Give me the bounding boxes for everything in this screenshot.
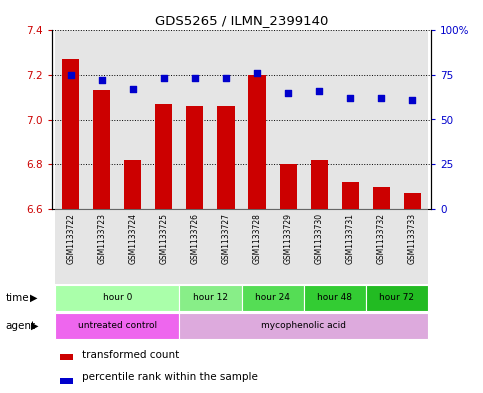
Bar [366, 209, 397, 284]
Title: GDS5265 / ILMN_2399140: GDS5265 / ILMN_2399140 [155, 15, 328, 28]
Bar [397, 209, 428, 284]
Bar [311, 160, 327, 209]
Bar [55, 285, 179, 311]
Text: hour 0: hour 0 [102, 294, 132, 303]
Text: hour 12: hour 12 [193, 294, 228, 303]
Bar [55, 30, 86, 209]
Bar [304, 285, 366, 311]
Bar [62, 59, 79, 209]
Bar [124, 160, 142, 209]
Text: GSM1133725: GSM1133725 [159, 213, 169, 264]
Text: transformed count: transformed count [82, 349, 180, 360]
Text: GSM1133733: GSM1133733 [408, 213, 417, 264]
Text: GSM1133724: GSM1133724 [128, 213, 137, 264]
Bar [59, 378, 73, 384]
Text: untreated control: untreated control [78, 321, 157, 331]
Bar [366, 30, 397, 209]
Bar [148, 30, 179, 209]
Point [98, 77, 106, 83]
Point [346, 95, 354, 101]
Text: percentile rank within the sample: percentile rank within the sample [82, 373, 258, 382]
Bar [211, 30, 242, 209]
Text: hour 48: hour 48 [317, 294, 352, 303]
Bar [211, 209, 242, 284]
Bar [86, 209, 117, 284]
Text: time: time [5, 293, 29, 303]
Bar [397, 30, 428, 209]
Text: GSM1133723: GSM1133723 [97, 213, 106, 264]
Bar [179, 312, 428, 340]
Bar [179, 285, 242, 311]
Bar [304, 30, 335, 209]
Point [284, 90, 292, 96]
Text: ▶: ▶ [31, 321, 39, 331]
Bar [366, 285, 428, 311]
Point [222, 75, 230, 81]
Bar [93, 90, 110, 209]
Bar [156, 104, 172, 209]
Text: GSM1133729: GSM1133729 [284, 213, 293, 264]
Text: GSM1133726: GSM1133726 [190, 213, 199, 264]
Bar [117, 30, 148, 209]
Text: mycophenolic acid: mycophenolic acid [261, 321, 346, 331]
Text: GSM1133730: GSM1133730 [314, 213, 324, 264]
Text: agent: agent [5, 321, 35, 331]
Bar [148, 209, 179, 284]
Point [67, 72, 74, 78]
Point [160, 75, 168, 81]
Bar [117, 209, 148, 284]
Bar [55, 312, 179, 340]
Bar [242, 209, 272, 284]
Bar [373, 187, 390, 209]
Bar [280, 164, 297, 209]
Bar [59, 354, 73, 360]
Bar [304, 209, 335, 284]
Bar [55, 209, 86, 284]
Bar [86, 30, 117, 209]
Bar [248, 75, 266, 209]
Bar [217, 106, 235, 209]
Bar [179, 30, 211, 209]
Bar [335, 30, 366, 209]
Text: GSM1133722: GSM1133722 [66, 213, 75, 264]
Text: GSM1133731: GSM1133731 [346, 213, 355, 264]
Text: GSM1133727: GSM1133727 [222, 213, 230, 264]
Bar [242, 30, 272, 209]
Text: hour 24: hour 24 [255, 294, 290, 303]
Text: ▶: ▶ [30, 293, 38, 303]
Bar [341, 182, 359, 209]
Bar [335, 209, 366, 284]
Point [409, 97, 416, 103]
Bar [179, 209, 211, 284]
Text: hour 72: hour 72 [379, 294, 414, 303]
Point [253, 70, 261, 76]
Bar [242, 285, 304, 311]
Bar [272, 209, 304, 284]
Point [191, 75, 199, 81]
Point [315, 88, 323, 94]
Bar [186, 106, 203, 209]
Bar [272, 30, 304, 209]
Bar [404, 193, 421, 209]
Point [377, 95, 385, 101]
Text: GSM1133732: GSM1133732 [377, 213, 386, 264]
Point [129, 86, 137, 92]
Text: GSM1133728: GSM1133728 [253, 213, 261, 264]
